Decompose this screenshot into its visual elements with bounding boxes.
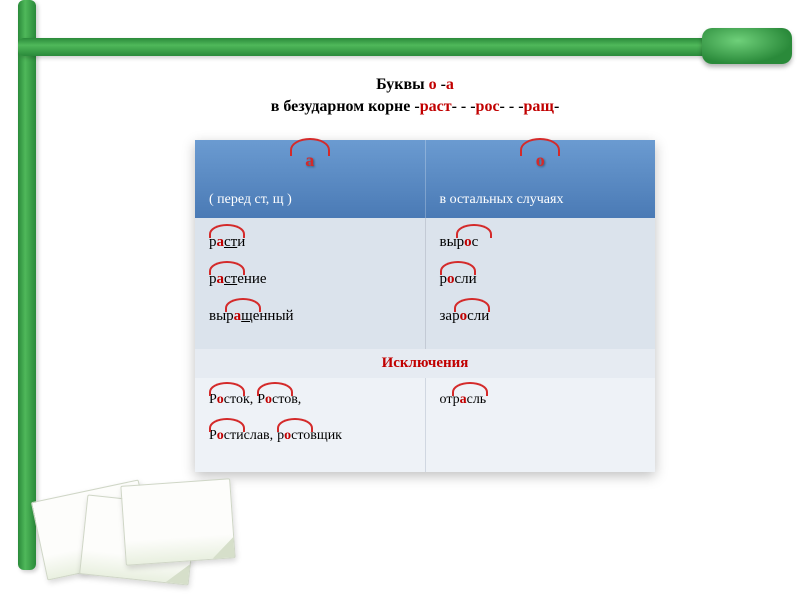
header-sub-left: ( перед ст, щ ) bbox=[209, 192, 415, 208]
paper-icon bbox=[120, 478, 235, 565]
root-arc-icon bbox=[209, 418, 245, 432]
paper-stack-decoration bbox=[28, 468, 228, 588]
example-word: росли bbox=[440, 271, 477, 288]
example-word: заросли bbox=[440, 308, 490, 325]
t2g: - bbox=[554, 98, 559, 115]
t2d: рос bbox=[476, 98, 500, 115]
t2a: в безударном корне - bbox=[271, 98, 420, 115]
frame-knob bbox=[702, 28, 792, 64]
root-arc-icon bbox=[209, 224, 245, 238]
t1c: - bbox=[437, 76, 446, 93]
root-arc-icon bbox=[257, 382, 293, 396]
body-cell-left: расти растение выращенный bbox=[195, 218, 426, 349]
root-arc-icon bbox=[456, 224, 492, 238]
example-word: Ростов, bbox=[257, 392, 301, 408]
root-arc-icon bbox=[225, 298, 261, 312]
root-arc-icon bbox=[440, 261, 476, 275]
footer-cell-right: отрасль bbox=[426, 378, 656, 472]
example-word: отрасль bbox=[440, 392, 487, 408]
root-arc-icon bbox=[454, 298, 490, 312]
t1a: Буквы bbox=[376, 76, 429, 93]
example-word: вырос bbox=[440, 234, 479, 251]
slide-title: Буквы о -а в безударном корне -раст- - -… bbox=[60, 74, 770, 119]
example-word: растение bbox=[209, 271, 267, 288]
root-arc-icon bbox=[277, 418, 313, 432]
root-arc-icon bbox=[209, 261, 245, 275]
example-word: выращенный bbox=[209, 308, 294, 325]
example-word: расти bbox=[209, 234, 245, 251]
t1d: а bbox=[446, 76, 454, 93]
header-cell-left: а ( перед ст, щ ) bbox=[195, 140, 426, 218]
t2c: - - - bbox=[452, 98, 476, 115]
root-arc-icon bbox=[209, 382, 245, 396]
exceptions-row: Исключения bbox=[195, 349, 655, 378]
example-word: Росток, bbox=[209, 392, 253, 408]
root-arc-icon bbox=[452, 382, 488, 396]
header-letter-a: а bbox=[305, 150, 314, 171]
frame-top-bar bbox=[18, 38, 788, 56]
header-letter-o: о bbox=[536, 150, 545, 171]
t2f: ращ bbox=[524, 98, 554, 115]
t2e: - - - bbox=[500, 98, 524, 115]
example-word: ростовщик bbox=[277, 428, 342, 444]
header-sub-right: в остальных случаях bbox=[440, 192, 646, 208]
body-cell-right: вырос росли заросли bbox=[426, 218, 656, 349]
t1b: о bbox=[429, 76, 437, 93]
header-cell-right: о в остальных случаях bbox=[426, 140, 656, 218]
t2b: раст bbox=[420, 98, 452, 115]
rules-table: а ( перед ст, щ ) о в остальных случаях … bbox=[195, 140, 655, 472]
footer-cell-left: Росток, Ростов, Ростислав, ростовщик bbox=[195, 378, 426, 472]
example-word: Ростислав, bbox=[209, 428, 273, 444]
table-footer-row: Росток, Ростов, Ростислав, ростовщик отра… bbox=[195, 378, 655, 472]
table-body-row: расти растение выращенный вырос росли заросл… bbox=[195, 218, 655, 349]
table-header-row: а ( перед ст, щ ) о в остальных случаях bbox=[195, 140, 655, 218]
